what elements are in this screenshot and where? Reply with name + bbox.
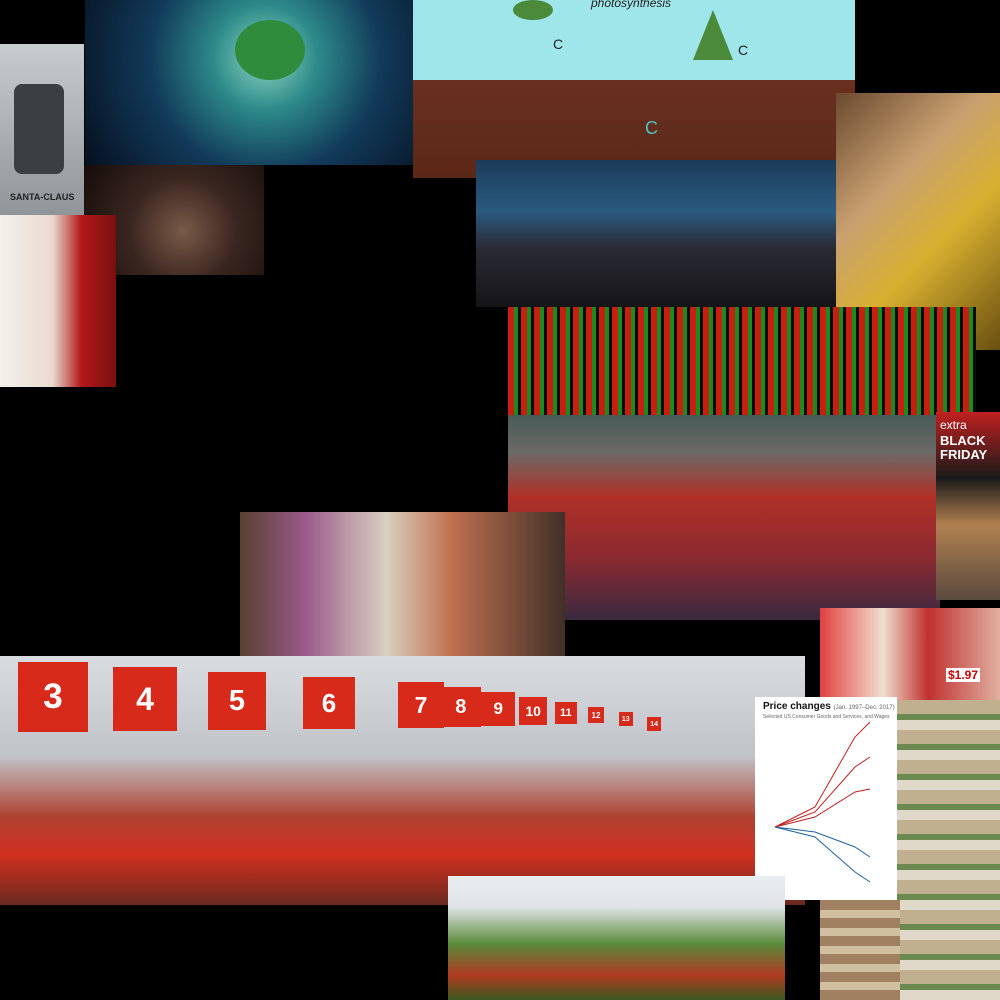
photosynthesis-diagram: photosynthesis C C C [413, 0, 855, 178]
carbon-label: C [553, 36, 564, 52]
tree-right [693, 10, 733, 60]
price-tag: $1.97 [946, 668, 981, 682]
line [774, 826, 871, 858]
exchange-floor-photo [476, 160, 836, 307]
lane-sign: 13 [618, 712, 633, 726]
ticker-board-photo [508, 307, 976, 415]
lane-sign: 3 [18, 662, 88, 732]
lane-sign: 8 [440, 687, 481, 727]
trading-pit-photo [508, 415, 940, 620]
drinks-photo: $1.97 [820, 608, 1000, 700]
carbon-label: C [645, 118, 658, 138]
supermarket-aisle-photo [897, 700, 1000, 1000]
checkout-photo: 3 4 5 6 7 8 9 10 11 12 13 14 [0, 656, 805, 905]
price-chart-image: Price changes (Jan. 1997–Dec. 2017) Sele… [755, 697, 897, 900]
lane-sign: 11 [554, 702, 577, 724]
card-label: SANTA-CLAUS [10, 192, 75, 202]
line [774, 721, 871, 828]
tree-left [513, 0, 553, 20]
sign-top: extra [940, 418, 967, 432]
lane-sign: 12 [588, 707, 604, 723]
sign-label: BLACK FRIDAY [940, 433, 988, 462]
lane-sign: 6 [303, 677, 355, 729]
santa-figure [14, 84, 64, 174]
lane-sign: 10 [519, 697, 548, 725]
carbon-label: C [738, 42, 749, 58]
diagram-label: photosynthesis [591, 0, 672, 10]
santa-photo [0, 215, 116, 387]
lane-sign: 14 [647, 717, 662, 731]
lane-sign: 7 [398, 682, 444, 728]
farmers-market-photo [448, 876, 785, 1000]
lane-sign: 9 [481, 692, 516, 726]
black-friday-photo: extra BLACK FRIDAY [936, 412, 1000, 600]
supermarket-shelf-photo [820, 900, 900, 1000]
title-text: Price changes [763, 701, 831, 712]
line [774, 826, 871, 883]
tree-sphere-photo [85, 0, 413, 165]
chart-title: Price changes (Jan. 1997–Dec. 2017) [763, 701, 895, 712]
chart-subtitle: Selected US Consumer Goods and Services,… [763, 714, 890, 720]
lane-sign: 5 [208, 672, 266, 730]
chart-lines [774, 721, 871, 883]
tree [235, 20, 305, 80]
title-period: (Jan. 1997–Dec. 2017) [833, 705, 895, 711]
lane-sign: 4 [113, 667, 177, 731]
line [774, 756, 871, 828]
santa-card: SANTA-CLAUS [0, 44, 84, 215]
line [774, 788, 871, 828]
